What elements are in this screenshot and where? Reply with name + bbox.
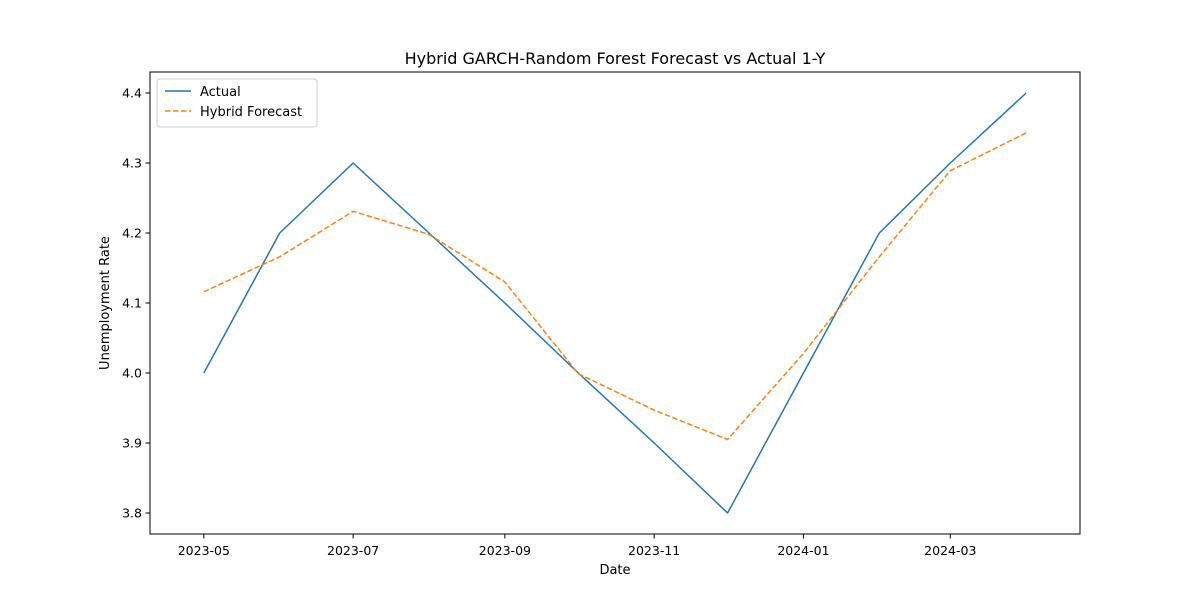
series-line-actual bbox=[203, 92, 1027, 514]
y-tick-label: 4.2 bbox=[122, 226, 142, 241]
y-tick-label: 3.9 bbox=[122, 436, 142, 451]
x-tick-label: 2023-09 bbox=[479, 543, 531, 558]
x-tick-label: 2023-05 bbox=[178, 543, 230, 558]
x-tick-label: 2024-03 bbox=[924, 543, 976, 558]
chart-title: Hybrid GARCH-Random Forest Forecast vs A… bbox=[405, 49, 826, 68]
x-tick-label: 2023-07 bbox=[327, 543, 379, 558]
legend-label-actual: Actual bbox=[200, 85, 241, 100]
y-axis-label: Unemployment Rate bbox=[98, 236, 113, 370]
series-layer bbox=[203, 92, 1027, 514]
y-axis-ticks: 3.8 3.9 4.0 4.1 4.2 4.3 4.4 bbox=[122, 86, 150, 521]
x-axis-label: Date bbox=[599, 563, 630, 578]
legend: Actual Hybrid Forecast bbox=[156, 78, 318, 128]
y-tick-label: 4.0 bbox=[122, 366, 142, 381]
x-tick-label: 2023-11 bbox=[628, 543, 680, 558]
x-tick-label: 2024-01 bbox=[777, 543, 829, 558]
legend-box bbox=[156, 78, 318, 128]
x-axis-ticks: 2023-05 2023-07 2023-09 2023-11 2024-01 2024-… bbox=[178, 534, 976, 558]
y-tick-label: 4.4 bbox=[122, 86, 142, 101]
y-tick-label: 4.1 bbox=[122, 296, 142, 311]
series-line-hybrid-forecast bbox=[203, 132, 1027, 441]
y-tick-label: 3.8 bbox=[122, 506, 142, 521]
legend-label-hybrid-forecast: Hybrid Forecast bbox=[200, 105, 302, 120]
y-tick-label: 4.3 bbox=[122, 156, 142, 171]
